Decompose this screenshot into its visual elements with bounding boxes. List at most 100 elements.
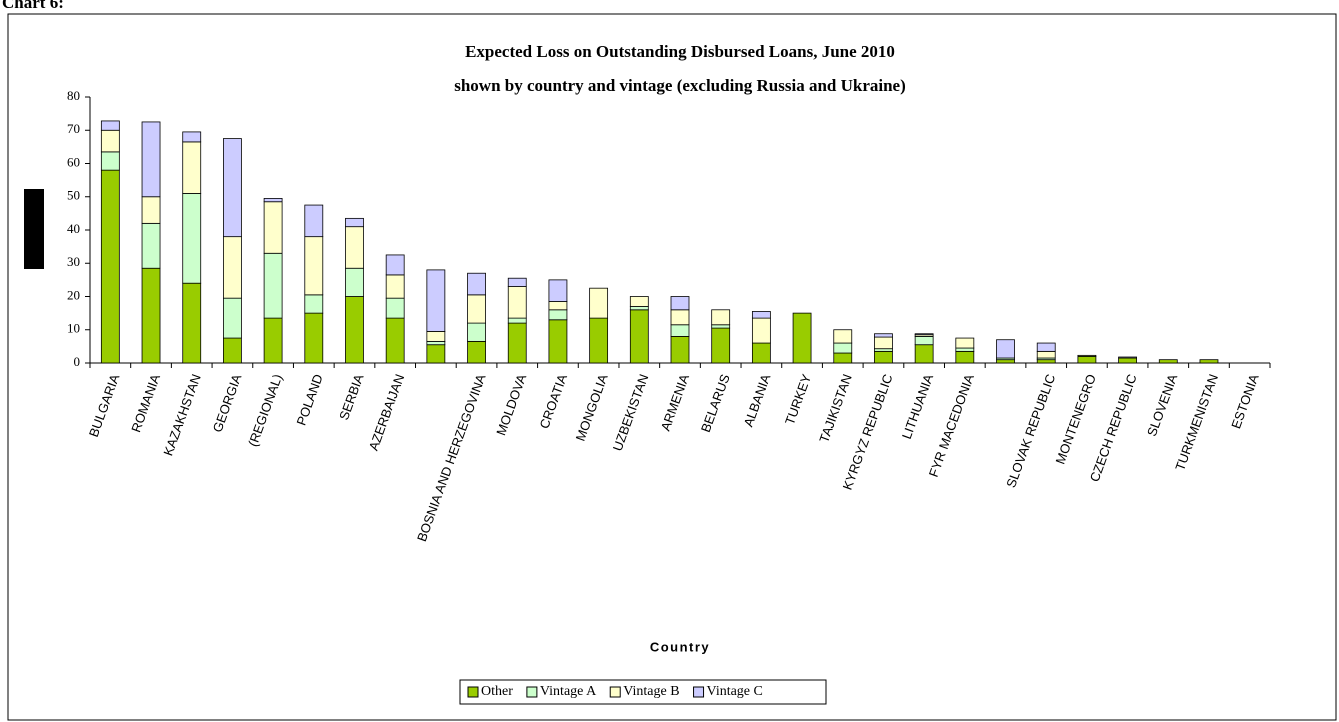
bar-segment: [1118, 356, 1137, 359]
bar-segment: [345, 267, 364, 297]
x-axis-title: Country: [650, 639, 710, 654]
bar-segment: [345, 296, 364, 364]
bar-segment: [751, 311, 771, 319]
bar-segment: [874, 336, 893, 350]
bar-segment: [182, 282, 202, 364]
bar-segment: [426, 344, 446, 364]
bar-segment: [141, 196, 161, 224]
bar-segment: [1118, 357, 1137, 364]
bar-segment: [629, 296, 649, 307]
x-tick-label: AZERBAIJAN: [366, 372, 408, 452]
bar-segment: [467, 294, 486, 324]
y-tick-label: 30: [67, 254, 80, 269]
bar-segment: [263, 252, 283, 319]
bar-segment: [548, 279, 568, 302]
y-tick-label: 40: [67, 221, 80, 236]
x-tick-label: TAJIKISTAN: [816, 372, 855, 445]
bar-segment: [914, 344, 934, 364]
y-tick-label: 0: [74, 354, 81, 369]
bar-segment: [467, 272, 486, 296]
bar-segment: [548, 301, 568, 311]
x-tick-label: FYR MACEDONIA: [926, 372, 977, 479]
x-tick-label: SLOVAK REPUBLIC: [1003, 372, 1058, 490]
bar-segment: [182, 193, 202, 284]
bar-segment: [1036, 342, 1056, 352]
bar-segment: [833, 352, 853, 364]
bar-segment: [223, 297, 242, 339]
x-tick-label: TURKMENISTAN: [1172, 372, 1221, 473]
legend-swatch: [467, 686, 479, 698]
bar-segment: [629, 309, 649, 364]
bar-segment: [100, 120, 120, 131]
bar-segment: [141, 222, 161, 269]
page-label: Chart 6:: [2, 0, 64, 12]
x-tick-label: SERBIA: [336, 372, 367, 422]
bar-segment: [100, 151, 120, 171]
legend-swatch: [693, 686, 705, 698]
bar-segment: [507, 277, 527, 287]
x-tick-label: KAZAKHSTAN: [160, 372, 203, 458]
x-tick-label: CROATIA: [536, 372, 570, 431]
bar-segment: [182, 131, 202, 143]
bar-segment: [711, 324, 731, 329]
y-tick-label: 50: [67, 188, 80, 203]
y-tick-label: 20: [67, 287, 80, 302]
bar-segment: [467, 322, 486, 342]
legend-swatch: [609, 686, 621, 698]
bar-segment: [467, 340, 486, 364]
x-tick-label: MONTENEGRO: [1052, 372, 1098, 466]
bar-segment: [100, 169, 120, 364]
bar-segment: [955, 347, 975, 352]
chart-title: Expected Loss on Outstanding Disbursed L…: [465, 42, 895, 61]
y-tick-label: 80: [67, 88, 80, 103]
bar-segment: [1158, 359, 1178, 364]
x-tick-label: SLOVENIA: [1144, 372, 1180, 439]
x-tick-label: BELARUS: [698, 372, 733, 434]
bar-segment: [507, 317, 527, 324]
bar-segment: [100, 129, 120, 153]
x-tick-label: TURKEY: [782, 372, 814, 427]
x-tick-label: ESTONIA: [1228, 372, 1262, 431]
bar-segment: [304, 204, 324, 238]
bar-segment: [792, 312, 812, 364]
y-tick-label: 60: [67, 154, 80, 169]
legend: [459, 679, 827, 705]
x-tick-label: LITHUANIA: [899, 372, 936, 441]
bar-segment: [385, 297, 405, 319]
bar-segment: [1036, 350, 1056, 359]
bar-segment: [670, 296, 690, 311]
legend-swatch: [526, 686, 538, 698]
bar-segment: [670, 324, 690, 337]
x-tick-label: ROMANIA: [128, 372, 163, 434]
redacted-axis-label: [24, 189, 44, 269]
x-tick-label: ALBANIA: [741, 372, 774, 429]
bar-segment: [345, 217, 364, 228]
x-tick-label: (REGIONAL): [245, 372, 285, 448]
x-tick-label: MOLDOVA: [493, 372, 529, 438]
x-tick-label: GEORGIA: [210, 372, 245, 434]
bar-segment: [223, 138, 242, 238]
bar-segment: [263, 317, 283, 364]
bar-segment: [914, 333, 934, 336]
bar-segment: [751, 317, 771, 344]
bar-segment: [385, 254, 405, 276]
bar-segment: [426, 340, 446, 346]
chart-subtitle: shown by country and vintage (excluding …: [454, 76, 906, 95]
y-tick-label: 10: [67, 321, 80, 336]
x-tick-label: BOSNIA AND HERZEGOVINA: [414, 372, 489, 544]
bar-segment: [304, 294, 324, 314]
bar-segment: [385, 317, 405, 364]
bar-segment: [345, 226, 364, 269]
bar-segment: [263, 201, 283, 254]
bar-segment: [1036, 359, 1056, 364]
bar-segment: [1199, 359, 1219, 364]
bar-segment: [426, 269, 446, 332]
bar-segment: [548, 319, 568, 364]
bar-segment: [833, 329, 853, 344]
bar-segment: [304, 236, 324, 296]
legend-label: Vintage A: [540, 684, 597, 699]
bar-segment: [507, 322, 527, 364]
legend-label: Other: [481, 684, 513, 699]
x-tick-label: ARMENIA: [658, 372, 692, 433]
